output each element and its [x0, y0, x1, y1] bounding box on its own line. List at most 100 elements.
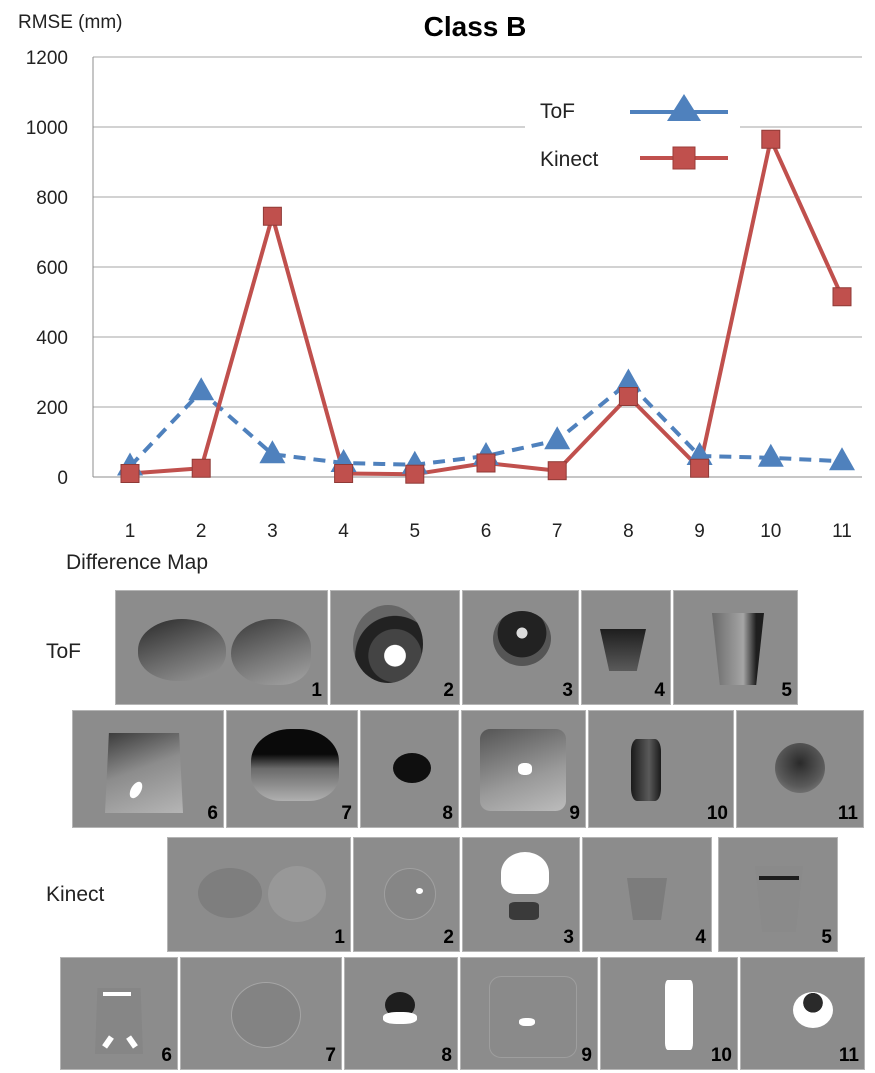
- depth-blob: [198, 868, 262, 918]
- depth-blob: [383, 1012, 417, 1024]
- kinect-thumbnail: 8: [344, 957, 458, 1070]
- legend-marker-kinect: [673, 147, 695, 169]
- tof-thumbnail: 9: [461, 710, 586, 828]
- x-tick-label: 2: [196, 521, 207, 542]
- difference-map-heading: Difference Map: [66, 551, 208, 575]
- tof-thumbnail: 2: [330, 590, 460, 705]
- data-point-kinect: [477, 454, 495, 472]
- chart-title: Class B: [424, 11, 527, 42]
- data-point-kinect: [548, 462, 566, 480]
- y-tick-label: 1000: [26, 118, 68, 139]
- depth-blob: [509, 902, 539, 920]
- thumbnail-number: 3: [562, 680, 573, 702]
- data-point-kinect: [335, 465, 353, 483]
- depth-blob: [353, 605, 423, 683]
- data-point-kinect: [121, 465, 139, 483]
- depth-blob: [501, 852, 549, 894]
- thumbnail-number: 11: [838, 803, 858, 825]
- x-tick-label: 8: [623, 521, 634, 542]
- kinect-thumbnail: 7: [180, 957, 342, 1070]
- kinect-row-label: Kinect: [46, 883, 104, 907]
- depth-blob: [775, 743, 825, 793]
- gridlines: [93, 57, 862, 477]
- depth-blob: [489, 976, 577, 1058]
- thumbnail-number: 1: [311, 680, 322, 702]
- tof-thumbnail: 10: [588, 710, 734, 828]
- depth-blob: [759, 876, 799, 880]
- thumbnail-number: 7: [325, 1045, 336, 1067]
- series-markers: [117, 130, 855, 483]
- depth-blob: [600, 629, 646, 671]
- data-point-tof: [829, 447, 855, 470]
- x-tick-labels: 1 2 3 4 5 6 7 8 9 10 11: [125, 521, 852, 542]
- thumbnail-number: 2: [443, 680, 454, 702]
- data-point-kinect: [762, 130, 780, 148]
- tof-thumbnail: 3: [462, 590, 579, 705]
- data-point-tof: [188, 377, 214, 400]
- y-tick-label: 400: [36, 328, 68, 349]
- thumbnail-number: 9: [569, 803, 580, 825]
- depth-blob: [627, 878, 667, 920]
- y-tick-labels: 0 200 400 600 800 1000 1200: [26, 48, 68, 489]
- tof-thumbnail: 1: [115, 590, 328, 705]
- legend-label-kinect: Kinect: [540, 148, 599, 171]
- data-point-tof: [544, 426, 570, 449]
- data-point-kinect: [619, 388, 637, 406]
- depth-blob: [251, 729, 339, 801]
- kinect-thumbnail: 6: [60, 957, 178, 1070]
- thumbnail-number: 8: [441, 1045, 452, 1067]
- thumbnail-number: 7: [341, 803, 352, 825]
- legend-label-tof: ToF: [540, 100, 575, 123]
- kinect-thumbnail: 10: [600, 957, 738, 1070]
- depth-blob: [793, 992, 833, 1028]
- y-tick-label: 800: [36, 188, 68, 209]
- thumbnail-number: 1: [334, 927, 345, 949]
- kinect-thumbnail: 11: [740, 957, 865, 1070]
- thumbnail-number: 8: [442, 803, 453, 825]
- x-tick-label: 9: [694, 521, 705, 542]
- depth-blob: [384, 868, 436, 920]
- x-tick-label: 1: [125, 521, 136, 542]
- thumbnail-number: 10: [707, 803, 728, 825]
- legend: ToF Kinect: [525, 80, 740, 195]
- depth-blob: [268, 866, 326, 922]
- tof-thumbnail: 8: [360, 710, 459, 828]
- rmse-line-chart: RMSE (mm) Class B 020040060080010001200 …: [0, 0, 875, 575]
- data-point-kinect: [691, 459, 709, 477]
- thumbnail-number: 4: [695, 927, 706, 949]
- depth-blob: [519, 1018, 535, 1026]
- x-tick-label: 10: [760, 521, 781, 542]
- depth-blob: [493, 611, 551, 666]
- tof-row-label: ToF: [46, 640, 81, 664]
- depth-blob: [631, 739, 661, 801]
- kinect-thumbnail: 9: [460, 957, 598, 1070]
- kinect-thumbnail: 3: [462, 837, 580, 952]
- depth-blob: [138, 619, 226, 681]
- thumbnail-number: 5: [781, 680, 792, 702]
- kinect-thumbnail: 2: [353, 837, 460, 952]
- y-tick-label: 600: [36, 258, 68, 279]
- data-point-tof: [758, 444, 784, 467]
- data-point-kinect: [192, 459, 210, 477]
- tof-thumbnail: 11: [736, 710, 864, 828]
- depth-blob: [712, 613, 764, 685]
- thumbnail-number: 10: [711, 1045, 732, 1067]
- x-tick-label: 6: [481, 521, 492, 542]
- thumbnail-number: 11: [839, 1045, 859, 1067]
- depth-blob: [103, 992, 131, 996]
- thumbnail-number: 9: [581, 1045, 592, 1067]
- x-tick-label: 7: [552, 521, 563, 542]
- depth-blob: [231, 619, 311, 685]
- kinect-thumbnail: 5: [718, 837, 838, 952]
- tof-thumbnail: 5: [673, 590, 798, 705]
- x-tick-label: 5: [410, 521, 421, 542]
- x-tick-label: 4: [338, 521, 349, 542]
- data-point-kinect: [406, 465, 424, 483]
- thumbnail-number: 5: [821, 927, 832, 949]
- depth-blob: [105, 733, 183, 813]
- x-tick-label: 3: [267, 521, 278, 542]
- tof-thumbnail: 6: [72, 710, 224, 828]
- kinect-thumbnail: 4: [582, 837, 712, 952]
- y-tick-label: 0: [57, 468, 68, 489]
- depth-blob: [665, 980, 693, 1050]
